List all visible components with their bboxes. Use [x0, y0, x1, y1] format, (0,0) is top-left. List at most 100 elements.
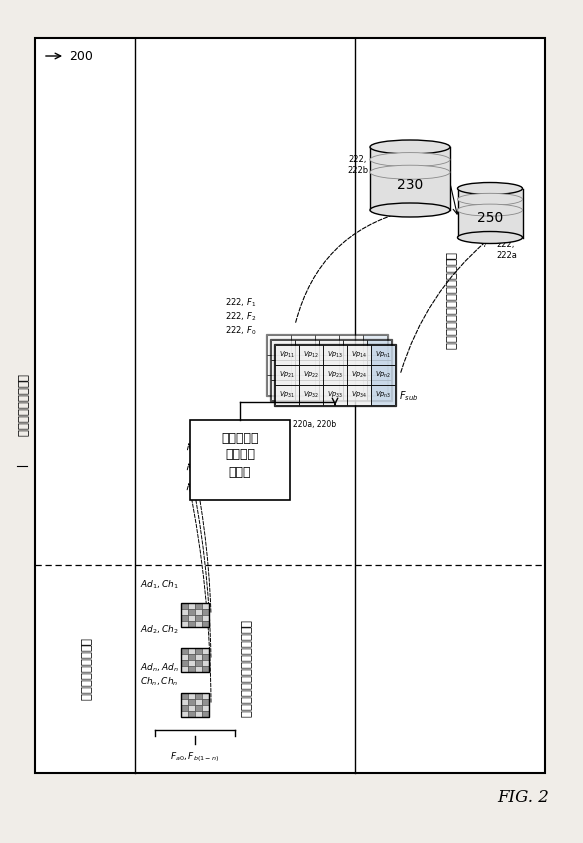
Bar — [188, 621, 195, 627]
Bar — [363, 375, 387, 395]
Bar — [339, 335, 363, 355]
Text: $Ad_2, Ch_2$: $Ad_2, Ch_2$ — [140, 624, 178, 636]
Bar — [275, 345, 299, 365]
Bar — [188, 603, 195, 609]
Bar — [315, 375, 339, 395]
Bar — [181, 660, 188, 666]
Bar — [202, 699, 209, 705]
Bar — [181, 648, 188, 654]
Bar — [291, 375, 315, 395]
Text: 220a, 220b: 220a, 220b — [293, 420, 336, 429]
Bar — [291, 355, 315, 375]
Bar — [363, 335, 387, 355]
Ellipse shape — [370, 140, 450, 154]
Bar — [367, 340, 391, 360]
Text: 222,
222a: 222, 222a — [496, 240, 517, 260]
Bar — [275, 385, 299, 405]
Text: 222, $F_0$: 222, $F_0$ — [225, 325, 257, 337]
Text: $Vp_{13}$: $Vp_{13}$ — [327, 350, 343, 360]
Text: $Vp_{11}$: $Vp_{11}$ — [279, 350, 295, 360]
Text: 生成器: 生成器 — [229, 466, 251, 480]
Bar — [275, 365, 299, 385]
Bar — [188, 609, 195, 615]
Text: プリント: プリント — [225, 448, 255, 461]
Text: フィンガー: フィンガー — [222, 432, 259, 444]
Bar — [291, 335, 315, 355]
Bar — [188, 615, 195, 621]
Bar — [181, 666, 188, 672]
Bar — [202, 621, 209, 627]
Text: 230: 230 — [397, 178, 423, 192]
Bar — [274, 344, 396, 406]
Bar — [271, 380, 295, 400]
Bar — [339, 375, 363, 395]
Bar — [181, 654, 188, 660]
Bar — [195, 705, 202, 711]
Bar — [202, 711, 209, 717]
Bar — [371, 385, 395, 405]
Ellipse shape — [458, 182, 522, 195]
Bar — [267, 355, 291, 375]
Bar — [367, 360, 391, 380]
Bar — [202, 648, 209, 654]
Bar — [295, 380, 319, 400]
Bar — [195, 615, 202, 621]
Bar — [181, 615, 188, 621]
Ellipse shape — [370, 203, 450, 217]
Text: $Vp_{23}$: $Vp_{23}$ — [327, 370, 343, 380]
Bar — [458, 189, 522, 238]
Bar — [202, 666, 209, 672]
Bar — [181, 609, 188, 615]
Bar — [195, 711, 202, 717]
Bar — [202, 660, 209, 666]
Bar — [299, 365, 323, 385]
Bar — [195, 654, 202, 660]
Bar — [202, 654, 209, 660]
Bar — [188, 654, 195, 660]
Bar — [195, 693, 202, 699]
Text: 222,
222b: 222, 222b — [347, 155, 368, 175]
Text: 222, $F_2$: 222, $F_2$ — [225, 311, 257, 323]
Bar — [363, 355, 387, 375]
Ellipse shape — [458, 204, 522, 216]
Bar — [299, 385, 323, 405]
Text: $Vp_{12}$: $Vp_{12}$ — [303, 350, 319, 360]
Bar — [319, 340, 343, 360]
Text: フィンガープリンタ: フィンガープリンタ — [16, 374, 29, 437]
Text: $Vp_{24}$: $Vp_{24}$ — [351, 370, 367, 380]
Bar — [188, 699, 195, 705]
Bar — [343, 340, 367, 360]
Text: $Vp_{31}$: $Vp_{31}$ — [279, 390, 295, 400]
Text: FIG. 2: FIG. 2 — [497, 790, 549, 807]
Text: $F_{sub}$: $F_{sub}$ — [399, 389, 419, 403]
Bar — [202, 603, 209, 609]
Bar — [323, 365, 347, 385]
Bar — [319, 380, 343, 400]
Text: フィンガープリントを生成する: フィンガープリントを生成する — [238, 620, 251, 718]
Bar — [190, 420, 290, 500]
Text: 250: 250 — [477, 211, 503, 225]
Bar — [266, 334, 388, 396]
Bar — [181, 603, 209, 627]
Bar — [202, 705, 209, 711]
Bar — [181, 693, 209, 717]
Text: 222, $F_1$: 222, $F_1$ — [225, 297, 257, 309]
Bar — [371, 365, 395, 385]
Text: $Vp_{21}$: $Vp_{21}$ — [279, 370, 295, 380]
Bar — [195, 666, 202, 672]
Bar — [195, 603, 202, 609]
Text: $Vp_{n2}$: $Vp_{n2}$ — [375, 370, 391, 380]
Bar — [267, 335, 291, 355]
Text: 200: 200 — [69, 50, 93, 62]
Text: $Vp_{n3}$: $Vp_{n3}$ — [375, 390, 391, 400]
Bar — [315, 335, 339, 355]
Bar — [181, 603, 188, 609]
Text: $Ad_1, Ch_1$: $Ad_1, Ch_1$ — [140, 579, 179, 591]
Text: $Vp_{n1}$: $Vp_{n1}$ — [375, 350, 391, 360]
Bar — [271, 360, 295, 380]
Bar — [347, 385, 371, 405]
Bar — [188, 660, 195, 666]
Bar — [188, 666, 195, 672]
Bar — [267, 375, 291, 395]
Bar — [367, 380, 391, 400]
